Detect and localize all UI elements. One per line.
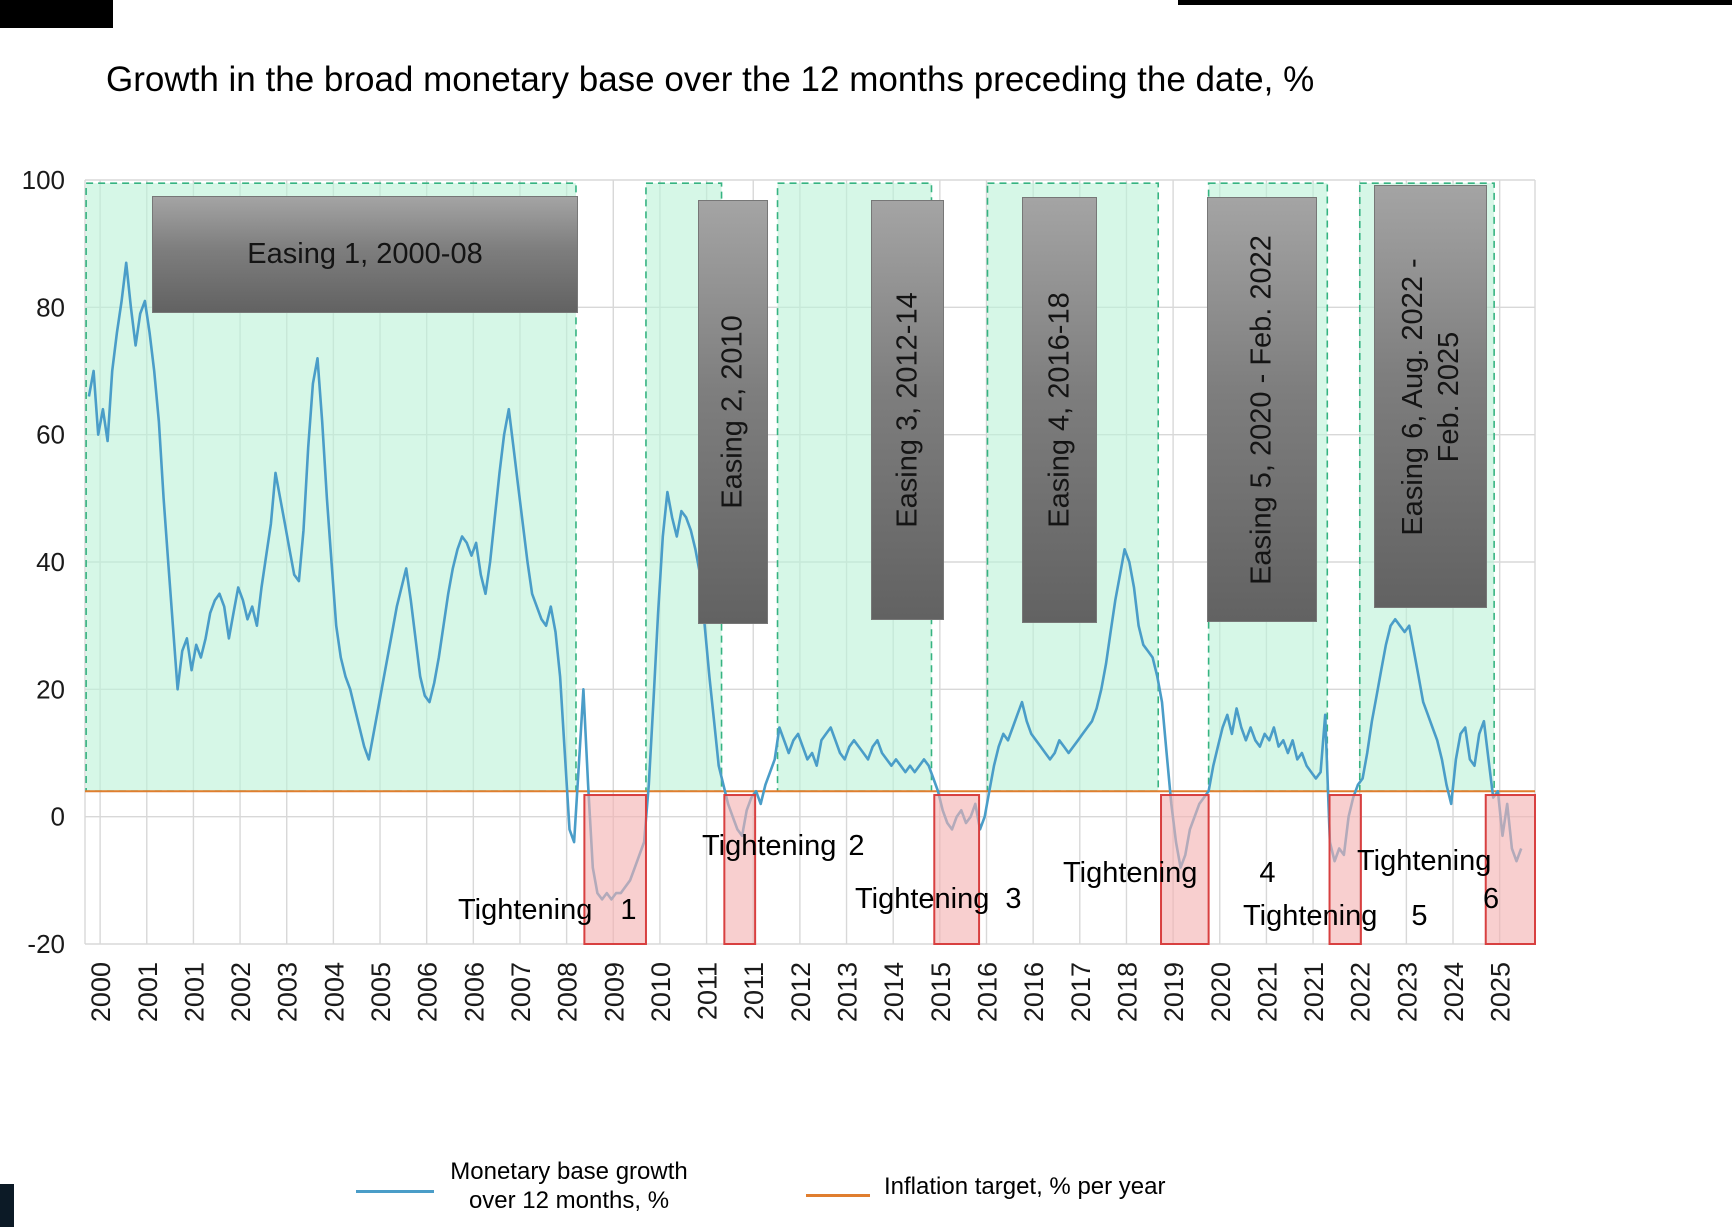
x-axis-tick-label: 2023 [1392,962,1422,1022]
tightening-region-6 [1484,794,1537,946]
tightening-1-word: Tightening [458,894,593,926]
tightening-region-3 [933,794,981,946]
tightening-6-label: Tightening 6 [1357,845,1499,915]
x-axis-tick-label: 2012 [786,962,816,1022]
x-axis-tick-label: 2002 [226,962,256,1022]
x-axis-tick-label: 2021 [1299,962,1329,1022]
x-axis-tick-label: 2009 [599,962,629,1022]
x-axis-tick-label: 2025 [1486,962,1516,1022]
easing-1-label-box: Easing 1, 2000-08 [152,196,578,313]
tightening-1-label: Tightening 1 [458,894,637,927]
legend-label-inflation-target: Inflation target, % per year [884,1173,1166,1200]
tightening-3-label: Tightening 3 [855,883,1022,916]
x-axis-tick-label: 2011 [693,962,723,1020]
easing-5-label-box: Easing 5, 2020 - Feb. 2022 [1207,197,1317,622]
screen-artifact-top-left [0,0,113,28]
x-axis-tick-label: 2021 [1252,962,1282,1022]
x-axis-tick-label: 2014 [879,962,909,1022]
x-axis-tick-label: 2018 [1112,962,1142,1022]
tightening-region-5 [1328,794,1362,946]
easing-2-label-box: Easing 2, 2010 [698,200,768,624]
x-axis-tick-label: 2006 [413,962,443,1022]
tightening-4-number: 4 [1259,857,1276,889]
x-axis-tick-label: 2004 [319,962,349,1022]
legend-label-monetary-base-line1: Monetary base growth [450,1158,688,1185]
tightening-6-word: Tightening [1357,845,1492,877]
easing-5-label: Easing 5, 2020 - Feb. 2022 [1245,234,1278,585]
easing-6-label-box: Easing 6, Aug. 2022 - Feb. 2025 [1374,185,1487,608]
x-axis-tick-label: 2015 [926,962,956,1022]
x-axis-tick-label: 2013 [833,962,863,1022]
tightening-region-1 [583,794,647,946]
y-axis-tick-label: 80 [36,292,65,322]
x-axis-tick-label: 2022 [1346,962,1376,1022]
tightening-1-number: 1 [620,894,637,926]
tightening-2-label: Tightening 2 [702,830,865,863]
legend-blue-line-swatch [356,1190,434,1193]
easing-4-label-box: Easing 4, 2016-18 [1022,197,1097,623]
tightening-2-word: Tightening [702,830,837,862]
x-axis-tick-label: 2019 [1159,962,1189,1022]
x-axis-tick-label: 2000 [86,962,116,1022]
screen-artifact-top-right [1178,0,1732,5]
tightening-4-word: Tightening [1063,857,1198,889]
x-axis-tick-label: 2006 [459,962,489,1022]
tightening-5-label: Tightening 5 [1243,900,1428,933]
easing-3-label-box: Easing 3, 2012-14 [871,200,944,620]
legend-label-monetary-base-line2: over 12 months, % [468,1186,670,1214]
y-axis-tick-label: 0 [51,802,65,832]
x-axis-tick-label: 2003 [273,962,303,1022]
legend-label-monetary-base: Monetary base growth over 12 months, % [438,1158,700,1216]
x-axis-tick-label: 2001 [133,962,163,1022]
x-axis-tick-label: 2016 [973,962,1003,1022]
tightening-6-number: 6 [1483,883,1500,915]
x-axis-tick-label: 2005 [366,962,396,1022]
easing-2-label: Easing 2, 2010 [716,315,749,509]
x-axis-tick-label: 2010 [646,962,676,1022]
easing-4-label: Easing 4, 2016-18 [1043,292,1075,528]
tightening-region-2 [723,794,757,946]
y-axis-tick-label: -20 [27,929,65,959]
y-axis-tick-label: 40 [36,547,65,577]
tightening-4-label: Tightening 4 [1063,857,1276,890]
x-axis-tick-label: 2017 [1066,962,1096,1022]
x-axis-tick-label: 2001 [179,962,209,1022]
x-axis-tick-label: 2008 [553,962,583,1022]
chart-title: Growth in the broad monetary base over t… [106,60,1315,99]
y-axis-tick-label: 60 [36,420,65,450]
tightening-3-number: 3 [1005,883,1022,915]
y-axis-tick-label: 100 [22,165,65,195]
x-axis-tick-label: 2016 [1019,962,1049,1022]
tightening-region-4 [1160,794,1210,946]
series-monetary-base-growth [87,261,1523,901]
x-axis-tick-label: 2007 [506,962,536,1022]
y-axis-tick-label: 20 [36,674,65,704]
tightening-3-word: Tightening [855,883,990,915]
x-axis-tick-label: 2011 [739,962,769,1020]
easing-6-label: Easing 6, Aug. 2022 - Feb. 2025 [1396,257,1465,536]
easing-3-label: Easing 3, 2012-14 [891,292,923,528]
x-axis-tick-label: 2020 [1206,962,1236,1022]
easing-1-label: Easing 1, 2000-08 [247,238,483,270]
tightening-5-number: 5 [1411,900,1428,932]
tightening-5-word: Tightening [1243,900,1378,932]
tightening-2-number: 2 [848,830,865,862]
x-axis-tick-label: 2024 [1439,962,1469,1022]
legend-orange-line-swatch [806,1194,870,1197]
screen-artifact-bottom-left [0,1184,14,1227]
